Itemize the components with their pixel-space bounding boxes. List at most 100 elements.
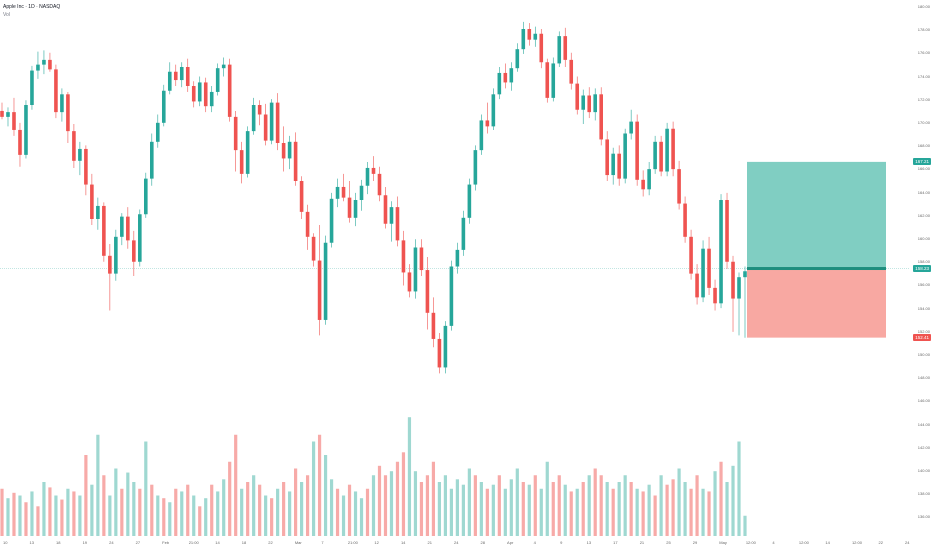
volume-bar — [365, 488, 370, 536]
candle — [311, 236, 316, 261]
volume-bar — [120, 488, 124, 536]
candle — [581, 95, 586, 110]
time-tick: 12 — [374, 540, 379, 545]
candle — [473, 150, 478, 185]
volume-bar — [629, 482, 633, 536]
volume-bar — [96, 434, 100, 536]
candle — [413, 247, 418, 292]
candle — [299, 181, 304, 212]
candle — [12, 112, 16, 130]
volume-bar — [389, 471, 394, 536]
volume-bar — [198, 506, 202, 536]
volume-bar — [24, 502, 28, 536]
time-tick: 13 — [586, 540, 592, 545]
take-profit-zone — [747, 161, 886, 269]
volume-bar — [401, 452, 406, 536]
candle — [719, 200, 723, 304]
candle — [323, 242, 328, 320]
volume-bar — [156, 495, 160, 536]
candle — [66, 94, 70, 132]
price-tick: 164.00 — [917, 189, 930, 195]
candle — [155, 122, 160, 142]
price-tick: 160.00 — [917, 236, 930, 241]
volume-bar — [677, 468, 681, 536]
price-axis[interactable]: 180.00 178.00 176.00 174.00 172.00 170.00 168.… — [910, 0, 932, 536]
volume-bar — [515, 468, 519, 536]
candle — [365, 167, 370, 186]
time-tick: Apr — [507, 540, 514, 545]
candle — [114, 236, 118, 274]
volume-bar — [449, 488, 453, 536]
volume-bar — [228, 461, 232, 536]
volume-bar — [78, 495, 82, 536]
candle — [126, 216, 130, 241]
volume-bar — [527, 484, 531, 536]
candle — [257, 105, 262, 115]
volume-bar — [347, 484, 352, 536]
candle — [287, 141, 292, 159]
volume-bar — [210, 484, 214, 536]
candle — [96, 205, 100, 219]
candle — [449, 266, 454, 326]
volume-bar — [497, 475, 501, 536]
volume-bar — [563, 484, 567, 536]
volume-bar — [42, 482, 46, 536]
volume-bar — [431, 461, 436, 536]
candle — [395, 207, 400, 241]
volume-bar — [581, 482, 585, 536]
time-tick: 14 — [825, 540, 830, 545]
candle — [569, 59, 574, 84]
time-tick: 28 — [480, 540, 485, 545]
candle — [479, 120, 484, 151]
candle — [383, 195, 388, 224]
candle — [593, 94, 598, 113]
candle — [671, 128, 675, 170]
volume-bar — [114, 468, 118, 536]
volume-bar — [587, 475, 591, 536]
volume-bar — [467, 468, 471, 536]
volume-bar — [126, 472, 130, 536]
volume-bar — [593, 468, 597, 536]
volume-bar — [335, 488, 340, 536]
time-tick: 12:00 — [851, 540, 862, 545]
volume-bar — [479, 482, 483, 536]
volume-bar — [683, 482, 687, 536]
price-tick: 172.00 — [917, 96, 930, 102]
candle — [144, 178, 148, 215]
candle — [563, 36, 568, 60]
volume-bar — [653, 495, 657, 536]
volume-bar — [605, 482, 609, 536]
volume-bar — [623, 475, 627, 536]
volume-bar — [305, 475, 310, 536]
candle — [467, 184, 472, 218]
volume-bar — [90, 484, 94, 536]
candle — [173, 71, 178, 81]
candle — [275, 102, 280, 143]
candle — [407, 272, 412, 292]
volume-bar — [599, 475, 603, 536]
candle — [167, 71, 172, 91]
time-tick: 24 — [454, 540, 459, 545]
time-tick: 12:00 — [798, 540, 809, 545]
time-tick: 25 — [666, 540, 671, 545]
volume-bar — [383, 475, 388, 536]
volume-bar — [377, 465, 382, 536]
volume-bar — [413, 471, 418, 536]
candle — [515, 49, 520, 69]
candle — [179, 67, 184, 81]
candle — [611, 153, 615, 176]
volume-bar — [491, 484, 495, 536]
time-axis[interactable]: 10 13 18 19 24 27 Feb 21:00 14 18 22 Mar 7 21:00 12 14 2… — [0, 536, 910, 550]
volume-bar — [569, 491, 573, 536]
candle — [599, 94, 603, 140]
volume-bar — [509, 479, 513, 536]
candle — [215, 68, 220, 92]
time-tick: Feb — [162, 540, 170, 545]
candle — [149, 141, 154, 179]
volume-bar — [240, 488, 244, 536]
candle — [293, 141, 298, 181]
candle — [108, 255, 112, 274]
candle — [437, 338, 442, 368]
